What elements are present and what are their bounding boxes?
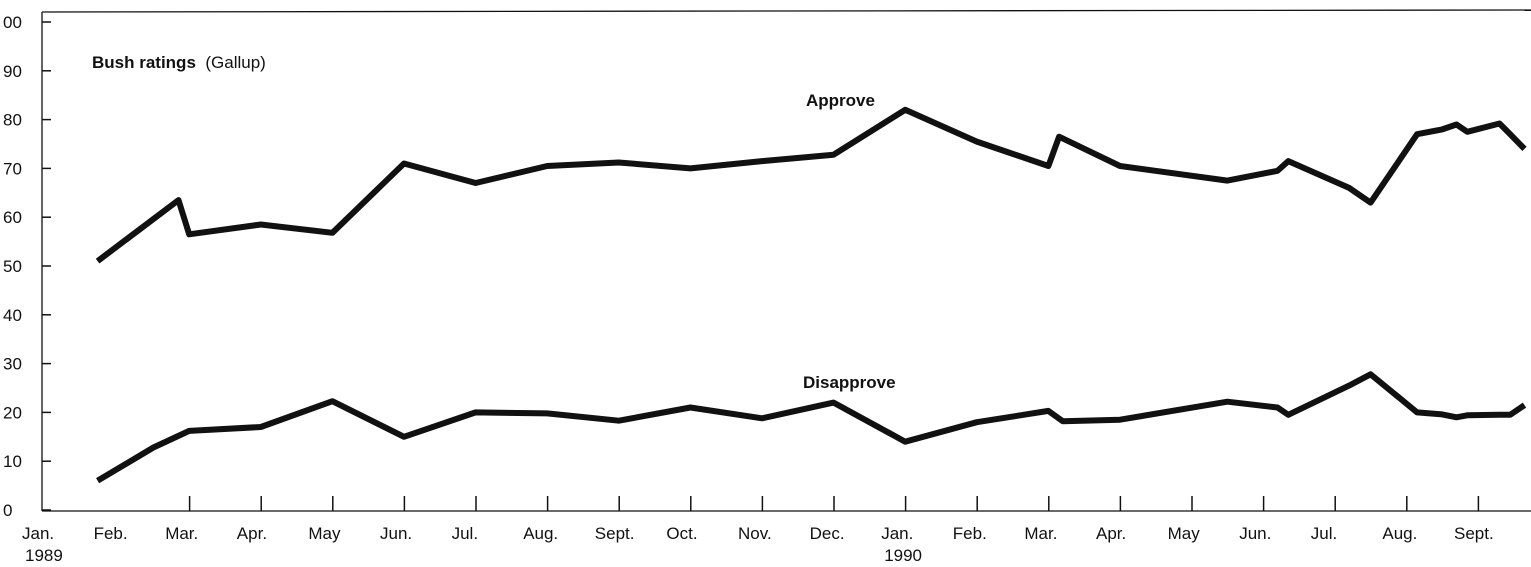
x-tick-label: Jun.	[380, 524, 412, 543]
x-tick-label: Jul.	[452, 524, 478, 543]
x-tick-label: Feb.	[953, 524, 987, 543]
disapprove-series-label: Disapprove	[803, 373, 896, 392]
x-tick-label: Sept.	[1454, 524, 1494, 543]
x-tick-label: Apr.	[237, 524, 267, 543]
x-tick-label: Dec.	[810, 524, 845, 543]
axes	[41, 9, 1531, 512]
y-axis-ticks: 00 90 80 70 60 50 40 30 20 10 0	[3, 13, 51, 520]
y-tick-label: 0	[3, 501, 12, 520]
x-tick-label: Jan.	[881, 524, 913, 543]
disapprove-line	[96, 371, 1527, 484]
x-tick-label: Aug.	[523, 524, 558, 543]
x-tick-year-label: 1990	[884, 546, 922, 565]
y-tick-label: 00	[3, 13, 22, 32]
x-tick-label: Oct.	[666, 524, 697, 543]
x-tick-label: Apr.	[1096, 524, 1126, 543]
series-lines: Approve Disapprove	[95, 91, 1527, 484]
y-tick-label: 30	[3, 355, 22, 374]
approve-series-label: Approve	[806, 91, 875, 110]
x-tick-label: Jul.	[1311, 524, 1337, 543]
x-tick-label: May	[308, 524, 341, 543]
y-tick-label: 20	[3, 403, 22, 422]
x-tick-label: May	[1168, 524, 1201, 543]
y-tick-label: 80	[3, 111, 22, 130]
x-tick-label: Nov.	[738, 524, 772, 543]
approve-line	[95, 106, 1527, 264]
x-tick-label: Jan.	[22, 524, 54, 543]
x-tick-label: Jun.	[1239, 524, 1271, 543]
x-tick-label: Mar.	[165, 524, 198, 543]
y-tick-label: 40	[3, 306, 22, 325]
y-tick-label: 60	[3, 208, 22, 227]
x-tick-label: Mar.	[1024, 524, 1057, 543]
y-tick-label: 50	[3, 257, 22, 276]
y-tick-label: 70	[3, 159, 22, 178]
x-tick-label: Sept.	[595, 524, 635, 543]
chart-title: Bush ratings (Gallup)	[92, 53, 266, 72]
top-border-line	[41, 9, 1531, 13]
x-axis-ticks: Jan. 1989 Feb. Mar. Apr. May Jun. Jul. Aug. Sept.…	[22, 496, 1494, 565]
chart-subtitle-text: (Gallup)	[205, 53, 265, 72]
chart-title-text: Bush ratings	[92, 53, 196, 72]
y-tick-label: 90	[3, 62, 22, 81]
x-tick-year-label: 1989	[25, 546, 63, 565]
x-tick-label: Feb.	[94, 524, 128, 543]
x-tick-label: Aug.	[1382, 524, 1417, 543]
y-tick-label: 10	[3, 452, 22, 471]
